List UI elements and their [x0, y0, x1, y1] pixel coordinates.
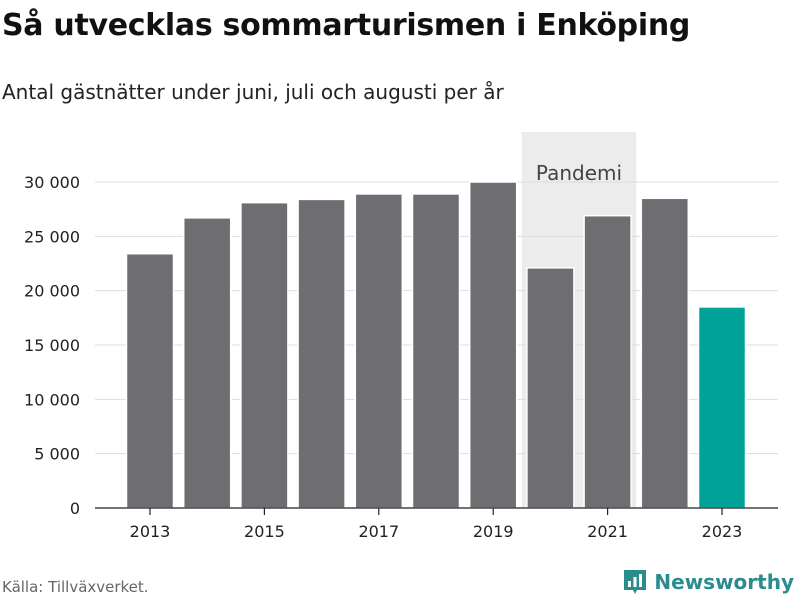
y-tick-label: 10 000 — [24, 390, 80, 409]
chart-title: Så utvecklas sommarturismen i Enköping — [2, 8, 691, 43]
x-tick-label: 2021 — [587, 522, 628, 541]
bar-2018 — [411, 193, 461, 509]
source-note: Källa: Tillväxverket. — [2, 578, 149, 596]
x-tick-label: 2017 — [358, 522, 399, 541]
bar-2020 — [526, 267, 575, 509]
bar-2017 — [354, 193, 404, 509]
y-tick-label: 20 000 — [24, 282, 80, 301]
chart-subtitle: Antal gästnätter under juni, juli och au… — [2, 80, 504, 104]
bar-2016 — [297, 198, 346, 509]
bar-chart: Pandemi 0 5 000 10 000 15 000 20 000 25 000 30… — [24, 132, 778, 541]
bar-2015 — [240, 201, 289, 509]
bar-2014 — [182, 217, 232, 509]
y-tick-label: 30 000 — [24, 173, 80, 192]
x-tick-label: 2013 — [130, 522, 171, 541]
pandemic-label: Pandemi — [536, 161, 622, 185]
bar-2022 — [640, 197, 690, 509]
y-tick-label: 0 — [70, 499, 80, 518]
x-tick-label: 2023 — [702, 522, 743, 541]
brand-name: Newsworthy — [654, 570, 794, 594]
x-tick-label: 2019 — [473, 522, 514, 541]
x-tick-label: 2015 — [244, 522, 285, 541]
y-tick-label: 25 000 — [24, 227, 80, 246]
newsworthy-logo-icon — [624, 570, 647, 594]
bar-2021 — [583, 214, 632, 509]
bar-2019 — [468, 181, 518, 509]
y-tick-label: 15 000 — [24, 336, 80, 355]
bar-2013 — [125, 252, 175, 509]
y-tick-label: 5 000 — [34, 445, 80, 464]
brand-logo: Newsworthy — [622, 568, 794, 596]
bar-2023 — [697, 306, 747, 509]
